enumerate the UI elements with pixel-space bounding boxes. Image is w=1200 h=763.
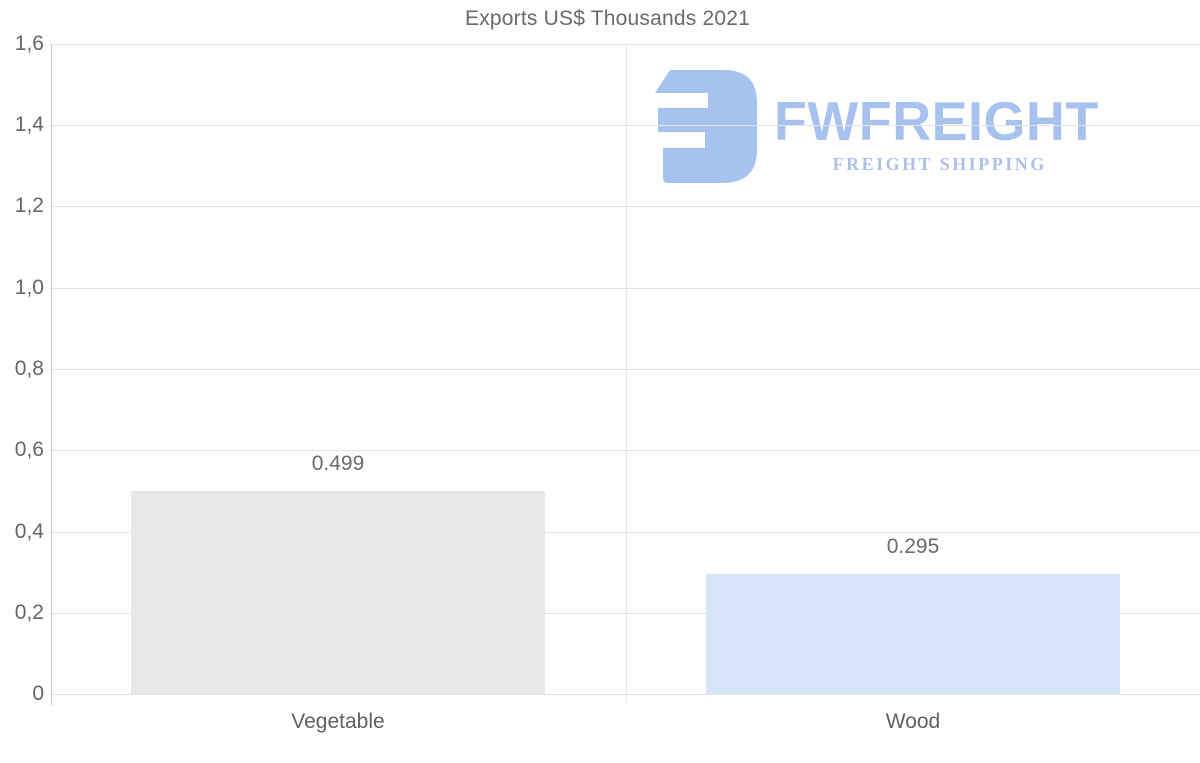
- y-gridline: [51, 125, 1200, 126]
- y-axis-line: [51, 44, 52, 705]
- y-gridline: [51, 532, 1200, 533]
- bar-wood: [706, 574, 1120, 694]
- y-gridline: [51, 369, 1200, 370]
- y-axis-tick-label: 0,6: [14, 438, 44, 461]
- y-gridline: [51, 206, 1200, 207]
- x-axis-category-label: Vegetable: [291, 710, 385, 733]
- chart-title: Exports US$ Thousands 2021: [465, 7, 750, 30]
- y-gridline: [51, 288, 1200, 289]
- fwfreight-logo-icon: [655, 70, 757, 183]
- brand-text: FWFREIGHT FREIGHT SHIPPING: [774, 70, 1105, 175]
- y-axis-tick-label: 0: [32, 682, 44, 705]
- category-boundary-gridline: [626, 44, 627, 703]
- y-axis-tick-label: 0,2: [14, 601, 44, 624]
- y-axis-tick-label: 1,6: [14, 32, 44, 55]
- x-axis-category-label: Wood: [885, 710, 941, 733]
- y-gridline: [51, 450, 1200, 451]
- y-axis-tick-label: 1,4: [14, 113, 44, 136]
- y-axis-tick-label: 1,0: [14, 276, 44, 299]
- bar-value-label: 0.499: [311, 452, 365, 475]
- y-axis-tick-label: 1,2: [14, 194, 44, 217]
- y-gridline: [51, 44, 1200, 45]
- bar-value-label: 0.295: [886, 535, 940, 558]
- y-axis-tick-label: 0,4: [14, 520, 44, 543]
- y-gridline: [51, 694, 1200, 695]
- brand-wordmark: FWFREIGHT: [774, 90, 1099, 152]
- y-gridline: [51, 613, 1200, 614]
- brand-tagline: FREIGHT SHIPPING: [832, 154, 1047, 174]
- bar-vegetable: [131, 491, 545, 694]
- brand-watermark: FWFREIGHT FREIGHT SHIPPING: [652, 70, 1105, 183]
- y-axis-tick-label: 0,8: [14, 357, 44, 380]
